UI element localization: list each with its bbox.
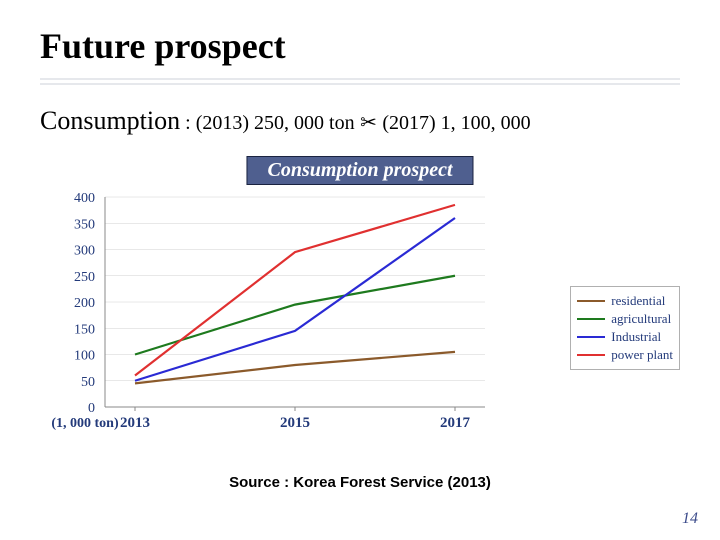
legend-item: power plant xyxy=(577,346,673,364)
svg-text:400: 400 xyxy=(74,192,95,206)
svg-text:(1, 000 ton): (1, 000 ton) xyxy=(51,416,119,431)
subtitle-2013: (2013) 250, 000 ton xyxy=(196,112,355,134)
svg-text:2015: 2015 xyxy=(280,415,310,431)
title-underline xyxy=(40,77,680,93)
legend-item: Industrial xyxy=(577,328,673,346)
slide: Future prospect Consumption : (2013) 250… xyxy=(0,0,720,540)
source-citation: Source : Korea Forest Service (2013) xyxy=(40,474,680,491)
chart-title-box: Consumption prospect xyxy=(246,156,473,185)
svg-text:2013: 2013 xyxy=(120,415,150,431)
subtitle-colon: : xyxy=(180,112,196,134)
svg-text:0: 0 xyxy=(88,401,95,416)
svg-text:350: 350 xyxy=(74,217,95,232)
legend-label: residential xyxy=(611,293,665,309)
svg-text:250: 250 xyxy=(74,270,95,285)
subtitle-2017: (2017) 1, 100, 000 xyxy=(382,112,530,134)
chart-title: Consumption prospect xyxy=(267,159,452,181)
legend-swatch xyxy=(577,354,605,357)
legend-swatch xyxy=(577,318,605,321)
page-number: 14 xyxy=(682,510,698,528)
subtitle-lead: Consumption xyxy=(40,106,180,135)
svg-text:150: 150 xyxy=(74,322,95,337)
legend-label: Industrial xyxy=(611,329,661,345)
legend-swatch xyxy=(577,336,605,339)
legend-swatch xyxy=(577,300,605,303)
subtitle: Consumption : (2013) 250, 000 ton ✂ (201… xyxy=(40,106,680,136)
page-title: Future prospect xyxy=(40,25,680,67)
scissors-icon: ✂ xyxy=(360,112,377,134)
svg-text:50: 50 xyxy=(81,375,95,390)
svg-text:200: 200 xyxy=(74,296,95,311)
svg-text:2017: 2017 xyxy=(440,415,471,431)
line-chart: 0 50 100 150 200 250 300 350 400 2013 2015 2017 (1, … xyxy=(50,192,520,442)
svg-text:100: 100 xyxy=(74,349,95,364)
chart-legend: residential agricultural Industrial power p… xyxy=(570,286,680,370)
legend-label: power plant xyxy=(611,347,673,363)
chart-container: Consumption prospect 0 50 100 150 200 250 300 3… xyxy=(50,156,670,456)
legend-label: agricultural xyxy=(611,311,671,327)
legend-item: residential xyxy=(577,292,673,310)
svg-text:300: 300 xyxy=(74,244,95,259)
legend-item: agricultural xyxy=(577,310,673,328)
